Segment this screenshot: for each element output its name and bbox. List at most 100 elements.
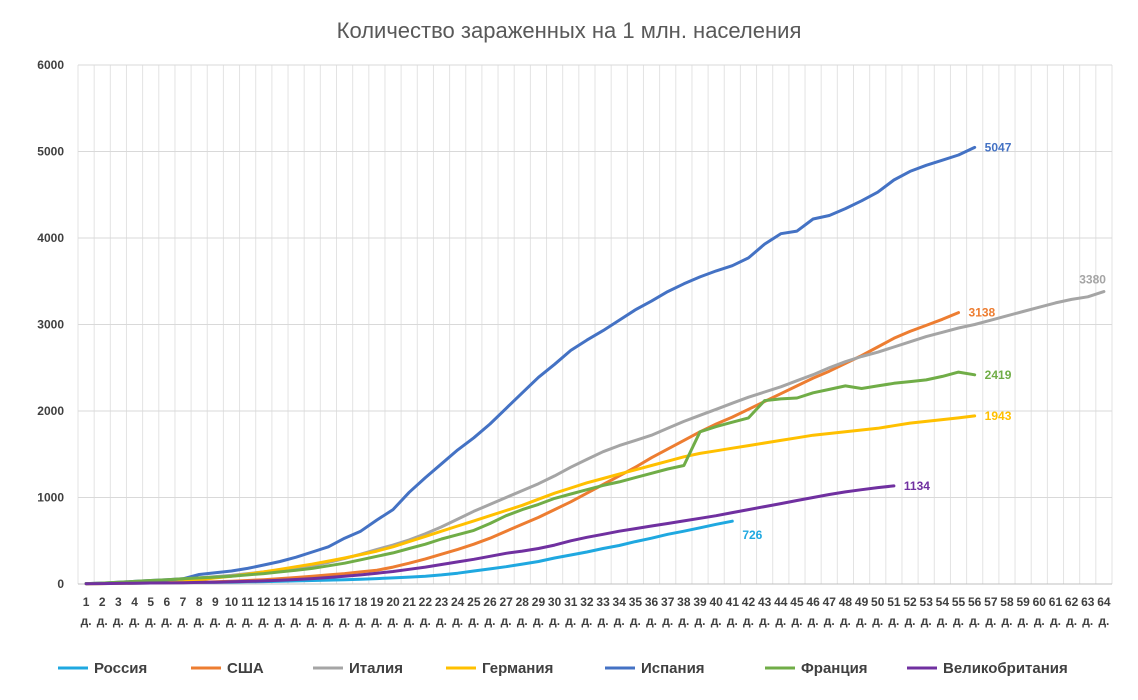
series-line-4: [84, 145, 977, 586]
x-tick-label: 48: [839, 595, 853, 609]
x-tick-suffix: д.: [1050, 614, 1061, 628]
x-tick-label: 63: [1081, 595, 1095, 609]
x-tick-suffix: д.: [388, 614, 399, 628]
x-tick-suffix: д.: [371, 614, 382, 628]
x-tick-suffix: д.: [921, 614, 932, 628]
x-tick-suffix: д.: [791, 614, 802, 628]
x-tick-suffix: д.: [598, 614, 609, 628]
x-tick-label: 52: [903, 595, 917, 609]
x-tick-label: 7: [180, 595, 187, 609]
x-tick-label: 5: [147, 595, 154, 609]
legend-label-5: Франция: [801, 660, 868, 677]
x-tick-label: 35: [629, 595, 643, 609]
x-tick-label: 8: [196, 595, 203, 609]
x-tick-suffix: д.: [1066, 614, 1077, 628]
x-tick-label: 30: [548, 595, 562, 609]
x-tick-suffix: д.: [194, 614, 205, 628]
x-tick-suffix: д.: [549, 614, 560, 628]
x-tick-label: 50: [871, 595, 885, 609]
x-tick-suffix: д.: [468, 614, 479, 628]
y-axis: 0 1000 2000 3000 4000 5000 6000: [37, 58, 64, 591]
y-tick-label: 0: [57, 577, 64, 591]
x-tick-label: 2: [99, 595, 106, 609]
series-line-0: [84, 519, 734, 586]
x-tick-suffix: д.: [129, 614, 140, 628]
x-tick-suffix: д.: [775, 614, 786, 628]
x-tick-label: 10: [225, 595, 239, 609]
x-tick-suffix: д.: [662, 614, 673, 628]
x-tick-suffix: д.: [905, 614, 916, 628]
x-tick-suffix: д.: [695, 614, 706, 628]
x-tick-label: 4: [131, 595, 138, 609]
x-tick-label: 47: [823, 595, 837, 609]
x-tick-suffix: д.: [1018, 614, 1029, 628]
legend-label-1: США: [227, 660, 264, 677]
legend: Россия США Италия Германия Испания Франция Вел…: [58, 660, 1068, 677]
y-tick-label: 6000: [37, 58, 64, 72]
x-tick-label: 27: [499, 595, 513, 609]
y-tick-label: 5000: [37, 145, 64, 159]
x-tick-label: 20: [386, 595, 400, 609]
x-tick-label: 45: [790, 595, 804, 609]
x-tick-suffix: д.: [436, 614, 447, 628]
x-tick-label: 18: [354, 595, 368, 609]
series-line-5: [84, 370, 977, 586]
x-tick-label: 11: [241, 595, 254, 609]
data-label-0: 726: [742, 528, 762, 542]
data-label-1: 3138: [969, 306, 996, 320]
x-tick-suffix: д.: [145, 614, 156, 628]
grid-lines: [77, 64, 1113, 585]
x-tick-label: 6: [164, 595, 171, 609]
x-tick-suffix: д.: [226, 614, 237, 628]
x-tick-suffix: д.: [937, 614, 948, 628]
x-tick-suffix: д.: [581, 614, 592, 628]
legend-label-4: Испания: [641, 660, 705, 677]
x-tick-suffix: д.: [97, 614, 108, 628]
x-tick-suffix: д.: [840, 614, 851, 628]
x-tick-suffix: д.: [1098, 614, 1109, 628]
x-tick-label: 17: [338, 595, 352, 609]
x-tick-label: 13: [273, 595, 287, 609]
legend-label-2: Италия: [349, 660, 403, 677]
y-tick-label: 3000: [37, 318, 64, 332]
x-tick-label: 46: [806, 595, 820, 609]
x-tick-label: 29: [532, 595, 546, 609]
x-tick-suffix: д.: [953, 614, 964, 628]
x-tick-label: 39: [693, 595, 707, 609]
x-tick-suffix: д.: [355, 614, 366, 628]
x-tick-label: 32: [580, 595, 594, 609]
x-tick-suffix: д.: [258, 614, 269, 628]
x-tick-suffix: д.: [452, 614, 463, 628]
x-tick-suffix: д.: [533, 614, 544, 628]
x-tick-suffix: д.: [178, 614, 189, 628]
x-tick-suffix: д.: [856, 614, 867, 628]
x-tick-label: 59: [1016, 595, 1030, 609]
x-tick-suffix: д.: [210, 614, 221, 628]
x-tick-label: 37: [661, 595, 675, 609]
data-label-4: 5047: [985, 140, 1012, 154]
x-tick-label: 36: [645, 595, 659, 609]
x-tick-label: 55: [952, 595, 966, 609]
x-tick-label: 44: [774, 595, 788, 609]
x-tick-label: 49: [855, 595, 869, 609]
x-tick-label: 41: [726, 595, 740, 609]
x-tick-label: 12: [257, 595, 271, 609]
legend-label-6: Великобритания: [943, 660, 1068, 677]
x-tick-suffix: д.: [727, 614, 738, 628]
x-tick-suffix: д.: [517, 614, 528, 628]
x-tick-suffix: д.: [743, 614, 754, 628]
x-tick-label: 61: [1049, 595, 1063, 609]
x-tick-suffix: д.: [339, 614, 350, 628]
x-tick-suffix: д.: [630, 614, 641, 628]
series-line-1: [84, 311, 960, 586]
x-tick-label: 24: [451, 595, 465, 609]
x-tick-suffix: д.: [404, 614, 415, 628]
x-tick-label: 57: [984, 595, 998, 609]
chart-title: Количество зараженных на 1 млн. населени…: [337, 18, 802, 43]
x-tick-suffix: д.: [291, 614, 302, 628]
data-label-6: 1134: [904, 479, 930, 493]
x-tick-suffix: д.: [485, 614, 496, 628]
series-line-6: [84, 484, 896, 586]
x-tick-label: 3: [115, 595, 122, 609]
x-tick-suffix: д.: [969, 614, 980, 628]
